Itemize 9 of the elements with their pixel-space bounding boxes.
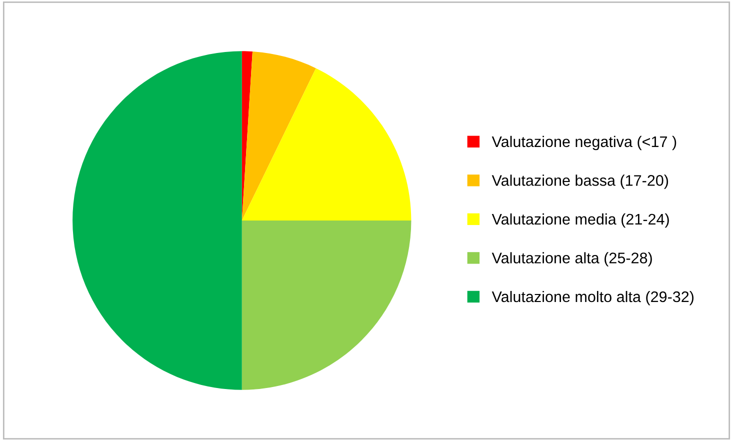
- legend-label: Valutazione negativa (<17 ): [492, 136, 676, 150]
- pie-slice: [242, 220, 412, 390]
- pie-slice: [242, 68, 412, 220]
- pie-slice: [242, 51, 316, 220]
- legend-label: Valutazione bassa (17-20): [492, 174, 668, 189]
- legend-label: Valutazione molto alta (29-32): [492, 290, 694, 306]
- legend-label: Valutazione alta (25-28): [492, 252, 652, 266]
- pie-slice: [72, 51, 242, 390]
- legend-label: Valutazione media (21-24): [492, 213, 669, 228]
